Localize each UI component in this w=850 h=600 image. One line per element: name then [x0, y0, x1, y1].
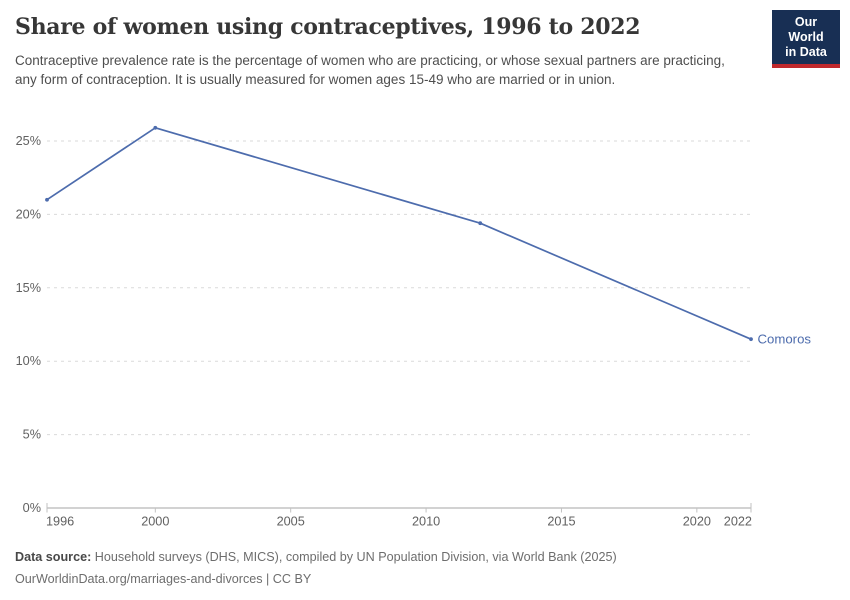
x-tick-label: 1996 — [46, 515, 74, 529]
y-tick-label: 0% — [23, 501, 41, 515]
x-tick-label: 2020 — [683, 515, 711, 529]
y-tick-label: 5% — [23, 428, 41, 442]
chart-subtitle: Contraceptive prevalence rate is the per… — [15, 53, 725, 87]
x-tick-label: 2015 — [547, 515, 575, 529]
data-point-marker — [153, 125, 158, 130]
page-title: Share of women using contraceptives, 199… — [15, 14, 641, 40]
x-tick-label: 2010 — [412, 515, 440, 529]
y-tick-label: 25% — [16, 134, 41, 148]
owid-logo-line2: in Data — [785, 45, 827, 59]
data-point-marker — [45, 197, 49, 202]
owid-logo: Our World in Data — [772, 10, 840, 68]
citation-line: OurWorldinData.org/marriages-and-divorce… — [15, 572, 312, 586]
chart-footer: Data source: Household surveys (DHS, MIC… — [15, 546, 617, 590]
data-source-text: Household surveys (DHS, MICS), compiled … — [91, 550, 617, 564]
series-end-label: Comoros — [758, 332, 812, 347]
data-source-line: Data source: Household surveys (DHS, MIC… — [15, 546, 617, 568]
y-tick-label: 20% — [16, 207, 41, 221]
y-tick-label: 15% — [16, 281, 41, 295]
data-source-label: Data source: — [15, 550, 92, 564]
y-tick-label: 10% — [16, 354, 41, 368]
data-point-marker — [478, 221, 483, 226]
x-tick-label: 2005 — [277, 515, 305, 529]
x-tick-label: 2022 — [724, 515, 752, 529]
x-tick-label: 2000 — [141, 515, 169, 529]
owid-logo-line1: Our World — [788, 15, 824, 44]
series-line — [46, 126, 752, 341]
data-point-marker — [749, 337, 753, 342]
